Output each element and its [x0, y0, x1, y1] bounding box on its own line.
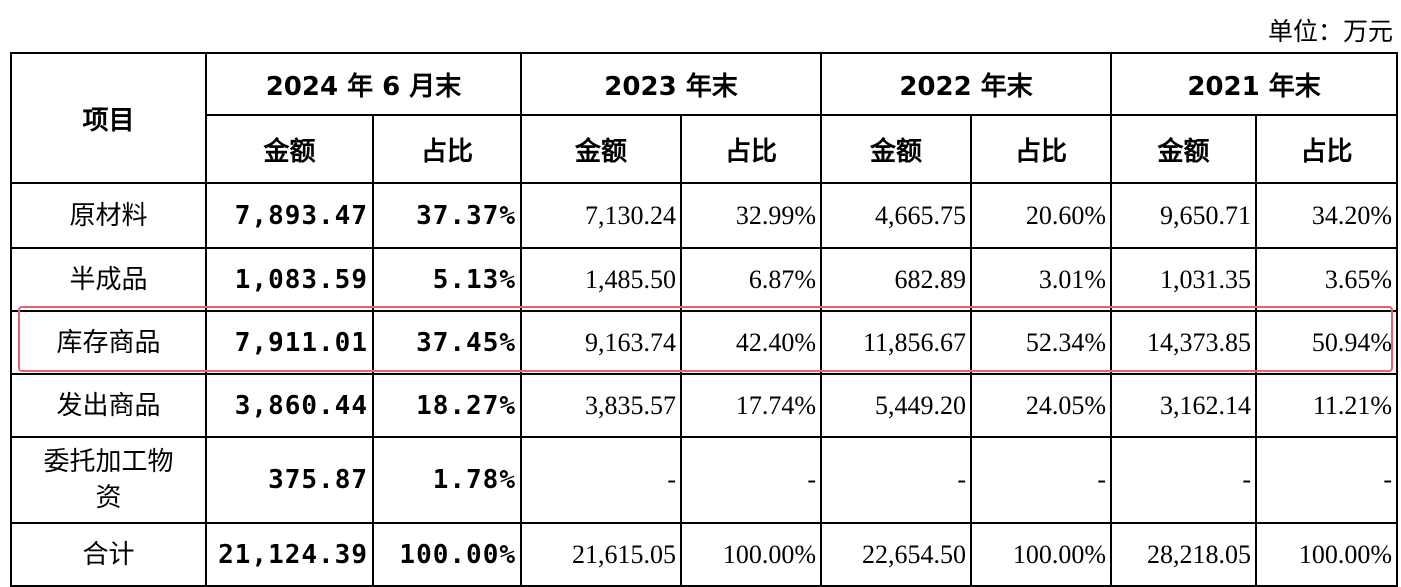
cell: 22,654.50: [820, 522, 973, 587]
corner-header: 项目: [10, 52, 207, 184]
subheader: 占比: [372, 114, 522, 184]
cell: 37.45%: [372, 310, 522, 375]
cell: 3,835.57: [520, 373, 682, 438]
subheader: 金额: [205, 114, 374, 184]
cell: 20.60%: [970, 182, 1113, 249]
row-label: 发出商品: [10, 373, 207, 438]
cell: 1,031.35: [1110, 247, 1258, 312]
period-header: 2024 年 6 月末: [205, 52, 522, 116]
cell: 7,130.24: [520, 182, 682, 249]
cell: 100.00%: [679, 522, 823, 587]
data-row: 委托加工物资 375.87 1.78% - - - - - -: [10, 436, 1399, 524]
data-row: 库存商品 7,911.01 37.45% 9,163.74 42.40% 11,856.6…: [10, 310, 1399, 375]
cell: -: [679, 436, 823, 524]
cell: 32.99%: [679, 182, 823, 249]
subheader: 金额: [1110, 114, 1258, 184]
row-label: 委托加工物资: [10, 436, 207, 524]
cell: 7,911.01: [205, 310, 374, 375]
cell: 7,893.47: [205, 182, 374, 249]
cell: 52.34%: [970, 310, 1113, 375]
header-row: 项目 2024 年 6 月末 2023 年末 2022 年末 2021 年末: [10, 52, 1399, 184]
cell: 3,860.44: [205, 373, 374, 438]
cell: 21,124.39: [205, 522, 374, 587]
cell: -: [970, 436, 1113, 524]
subheader: 金额: [820, 114, 973, 184]
cell: 5.13%: [372, 247, 522, 312]
period-header: 2022 年末: [820, 52, 1113, 116]
subheader: 金额: [520, 114, 682, 184]
cell: 11,856.67: [820, 310, 973, 375]
cell: 3.65%: [1255, 247, 1399, 312]
subheader-row: 金额 占比 金额 占比 金额 占比 金额 占比: [11, 114, 1399, 184]
cell: 1,485.50: [520, 247, 682, 312]
cell: 37.37%: [372, 182, 522, 249]
cell: 9,650.71: [1110, 182, 1258, 249]
row-label: 合计: [10, 522, 207, 587]
unit-note: 单位：万元: [1267, 19, 1393, 46]
cell: 1,083.59: [205, 247, 374, 312]
cell: 100.00%: [970, 522, 1113, 587]
subheader: 占比: [970, 114, 1113, 184]
cell: 1.78%: [372, 436, 522, 524]
data-row: 原材料 7,893.47 37.37% 7,130.24 32.99% 4,665.75 2…: [10, 182, 1399, 249]
cell: 4,665.75: [820, 182, 973, 249]
cell: 100.00%: [1255, 522, 1399, 587]
cell: 3.01%: [970, 247, 1113, 312]
cell: 34.20%: [1255, 182, 1399, 249]
subheader: 占比: [1255, 114, 1399, 184]
cell: 24.05%: [970, 373, 1113, 438]
row-label: 原材料: [10, 182, 207, 249]
cell: -: [1110, 436, 1258, 524]
cell: 18.27%: [372, 373, 522, 438]
data-row: 半成品 1,083.59 5.13% 1,485.50 6.87% 682.89 3.01%…: [10, 247, 1399, 312]
cell: 375.87: [205, 436, 374, 524]
cell: -: [520, 436, 682, 524]
period-header: 2023 年末: [519, 52, 823, 116]
inventory-table: 项目 2024 年 6 月末 2023 年末 2022 年末 2021 年末 金额 占比 金额…: [10, 52, 1399, 587]
cell: 5,449.20: [820, 373, 973, 438]
cell: 50.94%: [1255, 310, 1399, 375]
cell: -: [820, 436, 973, 524]
row-label: 库存商品: [10, 310, 207, 375]
cell: -: [1255, 436, 1399, 524]
cell: 14,373.85: [1110, 310, 1258, 375]
data-row: 合计 21,124.39 100.00% 21,615.05 100.00% 22,654…: [10, 522, 1399, 587]
cell: 100.00%: [372, 522, 522, 587]
cell: 9,163.74: [520, 310, 682, 375]
cell: 42.40%: [679, 310, 823, 375]
period-header: 2021 年末: [1110, 52, 1399, 116]
cell: 3,162.14: [1110, 373, 1258, 438]
cell: 11.21%: [1255, 373, 1399, 438]
cell: 6.87%: [679, 247, 823, 312]
cell: 17.74%: [679, 373, 823, 438]
cell: 682.89: [820, 247, 973, 312]
subheader: 占比: [679, 114, 823, 184]
cell: 21,615.05: [520, 522, 682, 587]
data-row: 发出商品 3,860.44 18.27% 3,835.57 17.74% 5,449.20…: [10, 373, 1399, 438]
row-label: 半成品: [10, 247, 207, 312]
cell: 28,218.05: [1110, 522, 1258, 587]
